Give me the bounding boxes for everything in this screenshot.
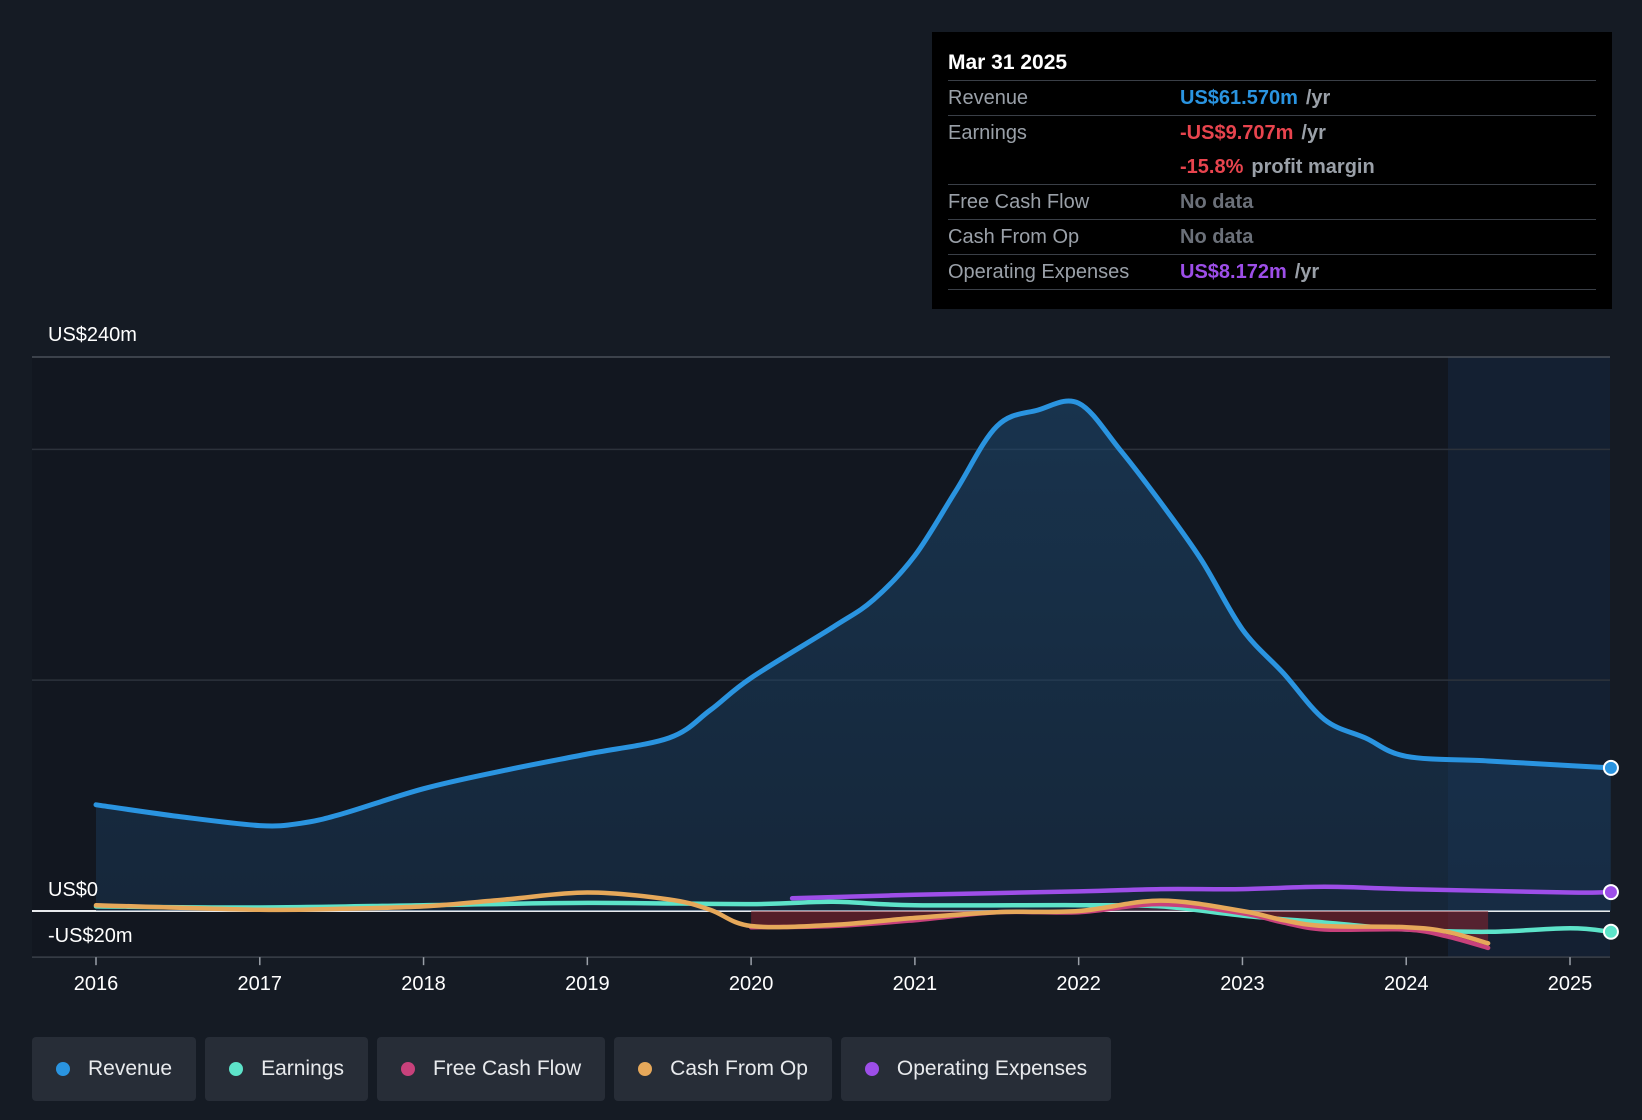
tooltip-label: Operating Expenses xyxy=(948,261,1130,283)
tooltip-value: US$61.570m xyxy=(1180,87,1298,109)
x-tick-label: 2021 xyxy=(893,973,938,995)
legend-dot-icon xyxy=(400,1062,415,1076)
x-tick-label: 2017 xyxy=(238,973,283,995)
revenue-area xyxy=(96,400,1611,911)
cash-from-op-line xyxy=(93,890,1491,946)
legend-item-cash-from-op[interactable]: Cash From Op xyxy=(614,1037,832,1101)
tooltip-label: Earnings xyxy=(948,122,1027,144)
tooltip-value: No data xyxy=(1180,191,1254,213)
tooltip-value: No data xyxy=(1180,226,1254,248)
tooltip-date: Mar 31 2025 xyxy=(948,51,1068,74)
y-axis-label: US$240m xyxy=(48,324,137,346)
tooltip-panel: Mar 31 2025 Revenue US$61.570m /yr Earni… xyxy=(932,32,1612,309)
tooltip-row-earnings: Earnings -US$9.707m /yr xyxy=(948,115,1596,150)
x-tick-label: 2025 xyxy=(1548,973,1593,995)
legend-item-revenue[interactable]: Revenue xyxy=(32,1037,197,1101)
x-tick-label: 2022 xyxy=(1056,973,1101,995)
x-tick-label: 2023 xyxy=(1220,973,1265,995)
tooltip-unit: /yr xyxy=(1294,261,1320,283)
tooltip-row-operating-expenses: Operating Expenses US$8.172m /yr xyxy=(948,254,1596,290)
tooltip-label: Cash From Op xyxy=(948,226,1080,248)
legend-label: Revenue xyxy=(88,1057,173,1080)
legend-label: Earnings xyxy=(261,1057,344,1080)
operating-expenses-line xyxy=(789,884,1614,901)
x-tick-label: 2024 xyxy=(1384,973,1429,995)
tooltip-label: Revenue xyxy=(948,87,1029,109)
legend-item-free-cash-flow[interactable]: Free Cash Flow xyxy=(376,1037,606,1101)
legend-label: Free Cash Flow xyxy=(432,1057,582,1080)
legend-label: Operating Expenses xyxy=(896,1057,1088,1080)
tooltip-row-margin: -15.8% profit margin xyxy=(948,150,1596,184)
tooltip-value: -US$9.707m xyxy=(1180,122,1294,144)
y-axis-label: -US$20m xyxy=(48,925,132,947)
tooltip-value: US$8.172m xyxy=(1180,261,1287,283)
legend-dot-icon xyxy=(229,1062,244,1076)
legend-item-operating-expenses[interactable]: Operating Expenses xyxy=(840,1037,1112,1101)
tooltip-row-free-cash-flow: Free Cash Flow No data xyxy=(948,184,1596,219)
x-tick-label: 2020 xyxy=(729,973,774,995)
tooltip-label: Free Cash Flow xyxy=(948,191,1090,213)
operating-expenses-endpoint xyxy=(1602,884,1619,901)
revenue-endpoint xyxy=(1602,759,1619,776)
tooltip-row-cash-from-op: Cash From Op No data xyxy=(948,219,1596,254)
y-axis-label: US$0 xyxy=(48,879,98,901)
tooltip-unit: /yr xyxy=(1305,87,1331,109)
legend-dot-icon xyxy=(638,1062,653,1076)
tooltip-label xyxy=(948,150,1180,184)
legend: Revenue Earnings Free Cash Flow Cash Fro… xyxy=(32,1037,1112,1101)
legend-item-earnings[interactable]: Earnings xyxy=(205,1037,368,1101)
earnings-endpoint xyxy=(1602,923,1619,940)
tooltip-unit: /yr xyxy=(1301,122,1326,144)
legend-dot-icon xyxy=(56,1062,70,1076)
tooltip-row-revenue: Revenue US$61.570m /yr xyxy=(948,80,1596,115)
x-tick-label: 2016 xyxy=(74,973,119,995)
x-tick-label: 2018 xyxy=(401,973,446,995)
tooltip-value: -15.8% xyxy=(1180,156,1244,178)
x-tick-label: 2019 xyxy=(565,973,610,995)
legend-dot-icon xyxy=(864,1062,879,1076)
legend-label: Cash From Op xyxy=(670,1057,808,1080)
tooltip-unit: profit margin xyxy=(1251,156,1375,178)
revenue-line xyxy=(93,398,1614,829)
